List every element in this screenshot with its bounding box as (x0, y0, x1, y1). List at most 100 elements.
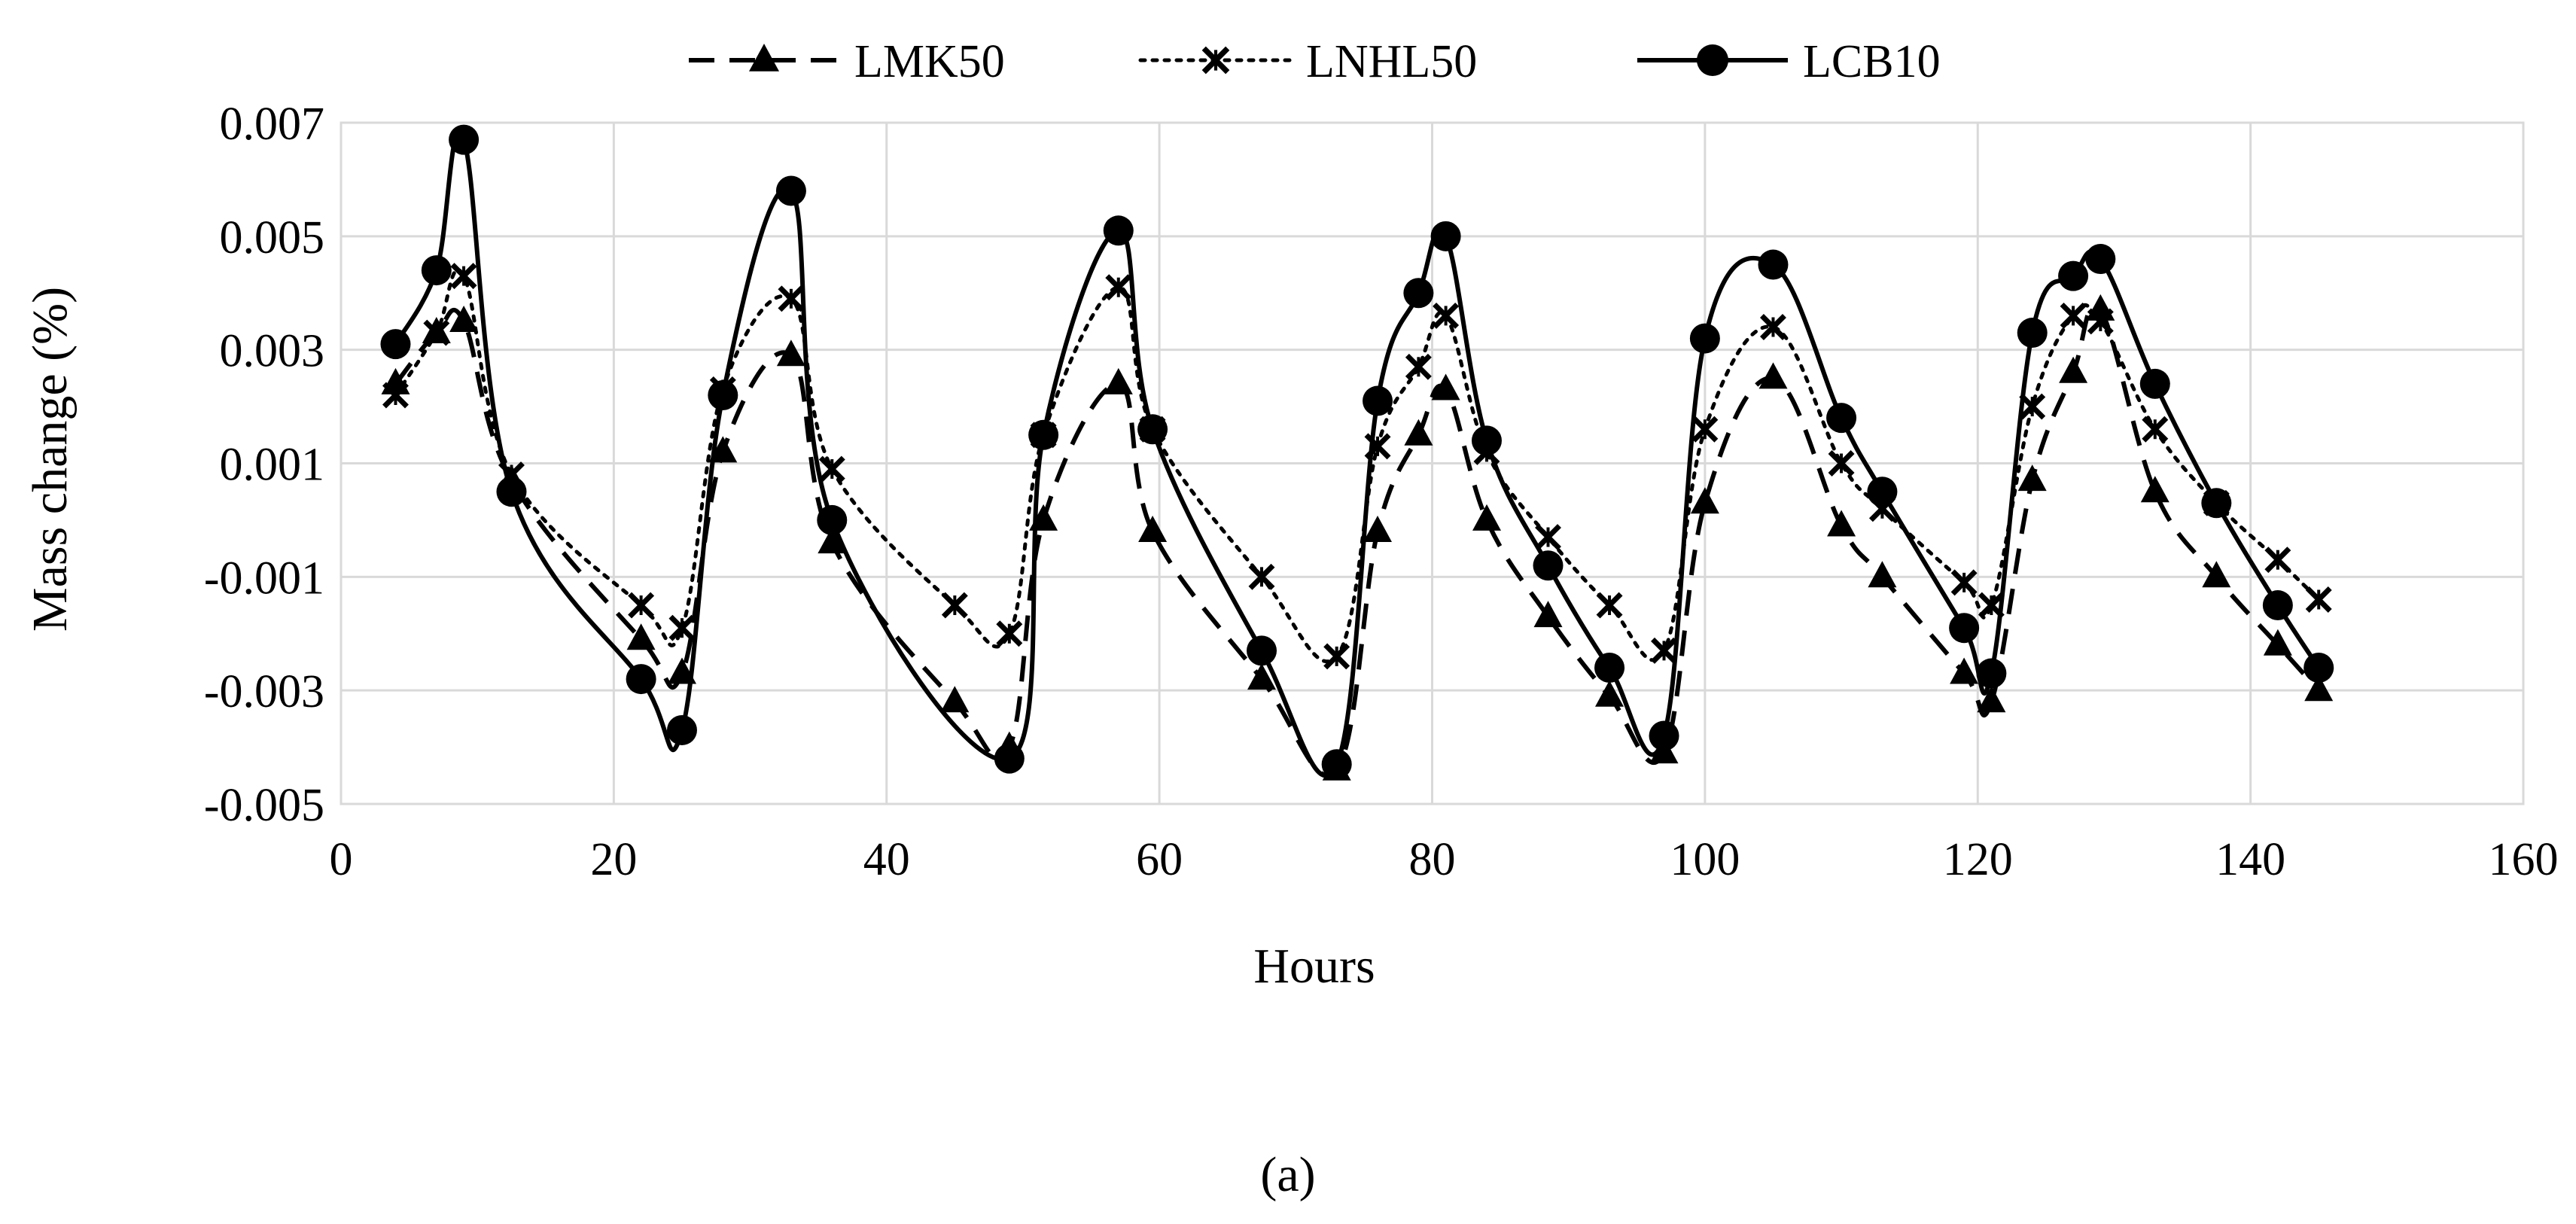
data-point-lnhl50 (628, 592, 655, 619)
data-point-lcb10 (2201, 488, 2232, 519)
data-point-lcb10 (1594, 653, 1625, 683)
data-point-lmk50 (449, 306, 479, 332)
data-point-lnhl50 (1691, 416, 1719, 443)
data-point-lmk50 (2263, 629, 2292, 656)
x-tick-label: 20 (590, 834, 637, 885)
data-point-lcb10 (2262, 590, 2293, 621)
data-point-lcb10 (1103, 215, 1134, 246)
data-point-lcb10 (2085, 244, 2116, 274)
data-point-lcb10 (1649, 720, 1679, 751)
data-point-lmk50 (1138, 516, 1168, 542)
data-point-lnhl50 (1433, 302, 1460, 329)
x-tick-label: 0 (330, 834, 353, 885)
data-point-lcb10 (1758, 249, 1789, 280)
data-point-lcb10 (1867, 477, 1898, 507)
data-point-lnhl50 (1248, 563, 1275, 590)
data-point-lnhl50 (1535, 524, 1561, 551)
data-point-lmk50 (1868, 561, 1897, 588)
data-point-lcb10 (449, 124, 480, 155)
data-point-lnhl50 (1323, 643, 1350, 670)
data-point-lmk50 (1827, 510, 1856, 537)
data-point-lnhl50 (2305, 586, 2332, 613)
data-point-lnhl50 (941, 592, 968, 619)
x-tick-label: 40 (863, 834, 910, 885)
series-lcb10 (380, 124, 2334, 780)
data-point-lcb10 (1976, 658, 2007, 689)
data-point-lcb10 (994, 743, 1025, 774)
data-point-lmk50 (2140, 476, 2170, 503)
data-point-lcb10 (2058, 260, 2089, 291)
data-point-lmk50 (2017, 464, 2047, 492)
data-point-lcb10 (1949, 613, 1980, 644)
data-point-lmk50 (2202, 561, 2231, 588)
data-point-lcb10 (421, 255, 452, 286)
data-point-lcb10 (1689, 323, 1720, 354)
legend-item-lcb10: LCB10 (1637, 36, 1941, 87)
data-point-lmk50 (1247, 663, 1276, 690)
data-point-lcb10 (1137, 414, 1168, 445)
data-point-lnhl50 (1105, 274, 1132, 301)
y-tick-label: 0.005 (220, 212, 325, 263)
legend-label-lnhl50: LNHL50 (1306, 36, 1477, 87)
legend-marker-lnhl50 (1201, 46, 1230, 75)
data-point-lcb10 (496, 477, 527, 507)
data-point-lmk50 (1758, 362, 1788, 389)
data-point-lmk50 (1533, 601, 1563, 628)
data-point-lnhl50 (1651, 637, 1677, 664)
data-point-lcb10 (2017, 318, 2048, 349)
data-point-lmk50 (940, 686, 970, 713)
data-point-lnhl50 (450, 263, 477, 290)
legend-label-lcb10: LCB10 (1803, 36, 1941, 87)
y-tick-label: -0.001 (204, 553, 324, 604)
axes: -0.005 -0.003 -0.001 0.001 0.003 0.005 0.007 0 2… (204, 99, 2559, 885)
series-lnhl50 (382, 263, 2332, 670)
data-point-lcb10 (1321, 749, 1352, 780)
data-point-lmk50 (1431, 373, 1460, 400)
x-tick-label: 100 (1670, 834, 1740, 885)
data-point-lcb10 (817, 504, 848, 535)
data-point-lmk50 (626, 623, 656, 650)
legend-marker-lmk50 (749, 44, 779, 72)
data-point-lmk50 (1595, 680, 1624, 707)
legend-item-lmk50: LMK50 (689, 36, 1005, 87)
data-point-lcb10 (2139, 368, 2170, 399)
data-point-lcb10 (1826, 403, 1857, 434)
legend-item-lnhl50: LNHL50 (1138, 36, 1477, 87)
data-point-lcb10 (708, 380, 738, 410)
data-point-lnhl50 (2087, 308, 2114, 335)
data-point-lcb10 (380, 329, 411, 360)
legend-label-lmk50: LMK50 (854, 36, 1005, 87)
x-axis-label: Hours (1253, 939, 1375, 994)
x-tick-label: 160 (2489, 834, 2559, 885)
data-point-lcb10 (775, 175, 806, 206)
data-point-lmk50 (708, 436, 738, 463)
data-point-lnhl50 (1950, 569, 1978, 596)
data-point-lmk50 (776, 339, 805, 367)
data-point-lnhl50 (2060, 302, 2087, 329)
x-tick-label: 60 (1136, 834, 1183, 885)
data-point-lcb10 (1028, 419, 1059, 450)
data-point-lmk50 (1404, 419, 1433, 446)
data-point-lnhl50 (423, 319, 450, 346)
series-group (380, 124, 2334, 781)
x-tick-label: 120 (1943, 834, 2013, 885)
data-point-lcb10 (666, 714, 697, 745)
data-point-lnhl50 (1759, 314, 1786, 340)
data-point-lnhl50 (2142, 416, 2169, 443)
data-point-lnhl50 (1828, 450, 1855, 477)
data-point-lnhl50 (1596, 592, 1623, 619)
data-point-lnhl50 (668, 614, 696, 641)
data-point-lmk50 (1950, 657, 1979, 684)
series-lmk50 (381, 294, 2334, 781)
data-point-lmk50 (1690, 487, 1719, 514)
y-axis-label: Mass change (%) (23, 287, 78, 632)
data-point-lnhl50 (778, 285, 805, 312)
data-point-lmk50 (818, 527, 847, 554)
data-point-lcb10 (2303, 653, 2334, 683)
data-point-lcb10 (1471, 425, 1502, 456)
data-point-lnhl50 (818, 455, 845, 483)
data-point-lmk50 (1104, 367, 1133, 394)
y-tick-label: 0.003 (220, 326, 325, 377)
